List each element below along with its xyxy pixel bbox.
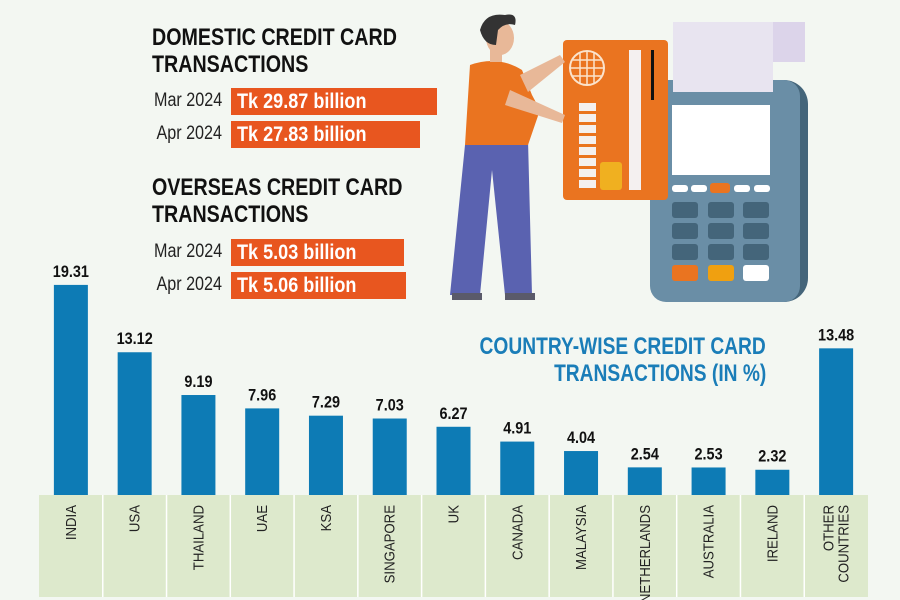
category-label: OTHER	[820, 505, 837, 551]
bar-singapore	[372, 418, 407, 495]
label-band	[39, 495, 868, 597]
value-label: 6.27	[439, 405, 467, 423]
bar-usa	[117, 352, 152, 495]
value-label: 2.32	[758, 448, 786, 466]
bar-ksa	[308, 415, 343, 495]
overseas-mar-value: Tk 5.03 billion	[237, 241, 357, 264]
domestic-apr-bar: Tk 27.83 billion	[231, 121, 420, 148]
category-label: THAILAND	[190, 505, 207, 570]
bar-ireland	[755, 469, 790, 495]
domestic-apr-value: Tk 27.83 billion	[237, 123, 367, 146]
value-label: 4.04	[567, 429, 595, 447]
domestic-title-line2: TRANSACTIONS	[152, 51, 309, 78]
value-label: 13.48	[818, 326, 854, 344]
category-label: COUNTRIES	[835, 505, 852, 583]
credit-card-icon	[563, 40, 668, 200]
category-label: AUSTRALIA	[700, 504, 717, 578]
bar-india	[53, 284, 88, 495]
domestic-mar-bar: Tk 29.87 billion	[231, 88, 437, 115]
value-label: 7.03	[376, 397, 404, 415]
category-label: UK	[445, 504, 462, 523]
bar-uae	[245, 408, 280, 495]
bar-canada	[500, 441, 535, 495]
person-icon	[450, 14, 565, 300]
category-label: INDIA	[62, 504, 79, 540]
category-label: KSA	[317, 504, 334, 531]
category-label: USA	[126, 504, 143, 532]
bar-thailand	[181, 395, 216, 495]
value-label: 7.29	[312, 394, 340, 412]
overseas-mar-label: Mar 2024	[154, 241, 223, 262]
category-label: MALAYSIA	[572, 504, 589, 570]
overseas-mar-bar: Tk 5.03 billion	[231, 239, 404, 266]
bar-australia	[691, 467, 726, 495]
domestic-title-line1: DOMESTIC CREDIT CARD	[152, 24, 397, 51]
bar-other-countries	[819, 348, 854, 495]
domestic-mar-value: Tk 29.87 billion	[237, 90, 367, 113]
domestic-mar-label: Mar 2024	[154, 90, 223, 111]
overseas-apr-value: Tk 5.06 billion	[237, 274, 357, 297]
bar-netherlands	[627, 467, 662, 495]
pos-terminal-icon	[650, 22, 808, 302]
value-label: 2.54	[631, 445, 659, 463]
overseas-title-line2: TRANSACTIONS	[152, 201, 309, 228]
category-label: IRELAND	[764, 505, 781, 562]
category-label: CANADA	[508, 504, 525, 559]
bar-uk	[436, 426, 471, 495]
category-label: NETHERLANDS	[636, 505, 653, 600]
category-label: SINGAPORE	[381, 505, 398, 583]
bar-malaysia	[564, 451, 599, 495]
value-label: 9.19	[184, 373, 212, 391]
overseas-title-line1: OVERSEAS CREDIT CARD	[152, 174, 403, 201]
overseas-apr-bar: Tk 5.06 billion	[231, 272, 406, 299]
value-label: 2.53	[695, 445, 723, 463]
chart-title-line2: TRANSACTIONS (IN %)	[553, 360, 766, 387]
overseas-apr-label: Apr 2024	[156, 274, 222, 295]
domestic-apr-label: Apr 2024	[156, 123, 222, 144]
chart-title-line1: COUNTRY-WISE CREDIT CARD	[479, 333, 766, 360]
value-label: 7.96	[248, 386, 276, 404]
category-label: UAE	[253, 505, 270, 532]
value-label: 19.31	[53, 263, 89, 281]
value-label: 4.91	[503, 420, 531, 438]
value-label: 13.12	[117, 330, 153, 348]
